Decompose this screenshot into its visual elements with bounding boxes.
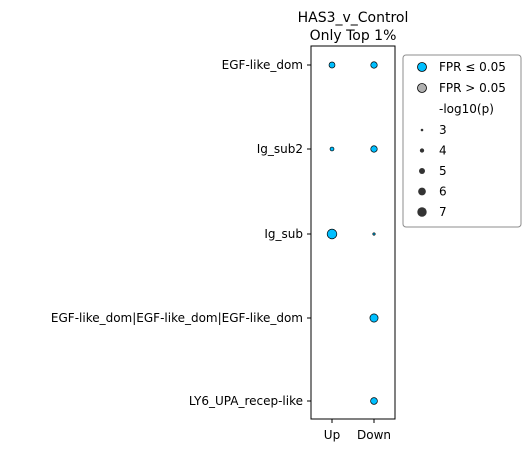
data-point (372, 232, 376, 236)
legend: FPR ≤ 0.05 FPR > 0.05 -log10(p) 3 4 5 6 7 (402, 54, 522, 228)
y-tick-label: Ig_sub2 (257, 142, 303, 156)
legend-size-label: 4 (439, 144, 447, 158)
chart-title: HAS3_v_Control (298, 10, 409, 26)
legend-size-marker (417, 207, 427, 217)
data-point (370, 397, 378, 405)
legend-size-label: 3 (439, 123, 447, 137)
y-tick-label: LY6_UPA_recep-like (189, 394, 303, 408)
y-tick-label: EGF-like_dom (222, 58, 303, 72)
data-point (328, 61, 336, 69)
y-axis: EGF-like_dom Ig_sub2 Ig_sub EGF-like_dom|EG… (51, 58, 311, 408)
legend-size-marker (419, 168, 425, 174)
data-point (329, 146, 335, 152)
legend-color-label: FPR > 0.05 (439, 81, 506, 95)
legend-color-marker (417, 62, 427, 72)
data-point (326, 228, 338, 240)
chart-subtitle: Only Top 1% (310, 28, 397, 44)
data-point (369, 313, 379, 323)
legend-size-marker (419, 148, 425, 153)
legend-size-label: 5 (439, 164, 447, 178)
legend-size-label: 7 (439, 205, 447, 219)
legend-box (402, 54, 522, 228)
data-point (370, 145, 378, 153)
x-tick-label: Up (324, 428, 340, 442)
y-tick-label: EGF-like_dom|EGF-like_dom|EGF-like_dom (51, 311, 303, 325)
legend-color-label: FPR ≤ 0.05 (439, 60, 506, 74)
legend-size-marker (418, 187, 426, 196)
legend-size-title: -log10(p) (439, 102, 494, 116)
y-tick-label: Ig_sub (264, 227, 303, 241)
legend-size-marker (420, 128, 424, 132)
title-group: HAS3_v_Control Only Top 1% (298, 10, 409, 44)
legend-color-marker (417, 83, 427, 93)
legend-size-label: 6 (439, 185, 447, 199)
x-axis: Up Down (324, 419, 391, 442)
x-tick-label: Down (357, 428, 391, 442)
data-point (370, 61, 378, 69)
plot-frame (310, 45, 396, 420)
points-layer (326, 61, 379, 405)
